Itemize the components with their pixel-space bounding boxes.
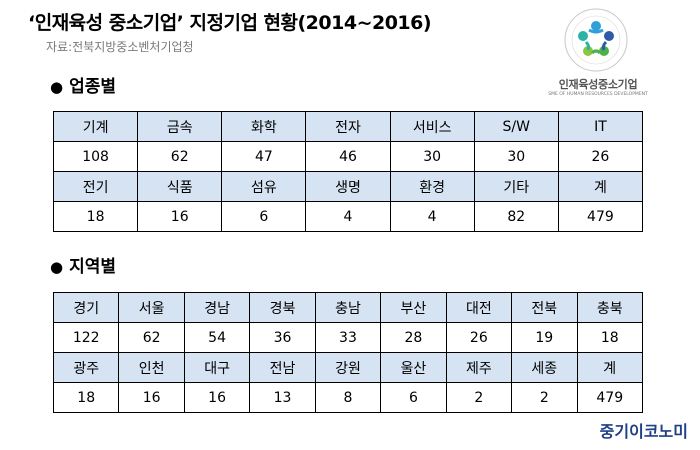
table-value-cell: 16 <box>137 201 223 232</box>
table-value-cell: 2 <box>445 382 513 413</box>
organization-logo: 인재육성중소기업 SME OF HUMAN RESOURCES DEVELOPM… <box>536 6 660 106</box>
table-value-cell: 62 <box>137 141 223 172</box>
bullet-icon: ● <box>50 78 64 96</box>
table-header-cell: 기타 <box>473 171 559 202</box>
table-header-cell: 서비스 <box>389 111 475 142</box>
table-value-cell: 26 <box>445 322 513 353</box>
section-label: 업종별 <box>69 77 117 97</box>
table-header-cell: 생명 <box>305 171 391 202</box>
industry-table: 기계 금속 화학 전자 서비스 S/W IT 108 62 47 46 30 30 26 전기 식품 섬유 생명 환… <box>52 111 644 232</box>
table-header-cell: 제주 <box>445 352 513 383</box>
table-header-cell: 전북 <box>511 292 578 323</box>
table-header-cell: 충북 <box>576 292 643 323</box>
section-label: 지역별 <box>69 257 117 277</box>
table-header-cell: 계 <box>576 352 643 383</box>
table-value-cell: 30 <box>473 141 559 172</box>
table-header-cell: 강원 <box>314 352 382 383</box>
table-header-cell: 경북 <box>249 292 316 323</box>
table-header-cell: 기계 <box>52 111 139 142</box>
table-header-cell: 금속 <box>137 111 223 142</box>
table-value-cell: 82 <box>473 201 559 232</box>
table-value-cell: 62 <box>118 322 185 353</box>
table-value-cell: 122 <box>52 322 120 353</box>
table-value-cell: 28 <box>380 322 447 353</box>
bullet-icon: ● <box>50 258 64 276</box>
table-value-cell: 26 <box>557 141 644 172</box>
table-header-row: 전기 식품 섬유 생명 환경 기타 계 <box>52 171 644 202</box>
table-value-cell: 2 <box>511 382 578 413</box>
section-heading-industry: ● 업종별 <box>50 72 116 97</box>
table-value-row: 108 62 47 46 30 30 26 <box>52 141 644 172</box>
page-title: ‘인재육성 중소기업’ 지정기업 현황(2014~2016) <box>28 12 432 34</box>
brand-watermark: 중기이코노미 <box>599 422 688 441</box>
region-table: 경기 서울 경남 경북 충남 부산 대전 전북 충북 122 62 54 36 33 28 26 19 18 광주 인… <box>52 292 643 413</box>
table-header-cell: 식품 <box>137 171 223 202</box>
table-value-cell: 13 <box>249 382 316 413</box>
table-header-cell: S/W <box>473 111 559 142</box>
table-value-cell: 46 <box>305 141 391 172</box>
table-header-row: 기계 금속 화학 전자 서비스 S/W IT <box>52 111 644 142</box>
table-value-cell: 19 <box>511 322 578 353</box>
table-value-cell: 54 <box>183 322 251 353</box>
table-value-cell: 18 <box>576 322 643 353</box>
logo-subtitle: SME OF HUMAN RESOURCES DEVELOPMENT <box>548 92 648 97</box>
source-note: 자료:전북지방중소벤처기업청 <box>46 40 194 54</box>
table-header-cell: 전기 <box>52 171 139 202</box>
table-header-cell: 부산 <box>380 292 447 323</box>
table-header-cell: 인천 <box>118 352 185 383</box>
table-header-cell: 경기 <box>52 292 120 323</box>
table-value-row: 18 16 6 4 4 82 479 <box>52 201 644 232</box>
table-value-cell: 47 <box>221 141 307 172</box>
logo-emblem-icon <box>564 8 628 72</box>
table-header-cell: 전남 <box>249 352 316 383</box>
table-value-cell: 18 <box>52 201 139 232</box>
table-header-cell: 계 <box>557 171 644 202</box>
table-value-cell: 18 <box>52 382 120 413</box>
table-header-cell: 울산 <box>380 352 447 383</box>
table-header-cell: 섬유 <box>221 171 307 202</box>
table-header-cell: 대구 <box>183 352 251 383</box>
table-value-cell: 4 <box>305 201 391 232</box>
table-value-cell: 8 <box>314 382 382 413</box>
table-header-cell: 서울 <box>118 292 185 323</box>
table-header-row: 광주 인천 대구 전남 강원 울산 제주 세종 계 <box>52 352 643 383</box>
table-header-cell: 광주 <box>52 352 120 383</box>
table-value-cell: 36 <box>249 322 316 353</box>
table-header-cell: IT <box>557 111 644 142</box>
table-value-cell: 16 <box>118 382 185 413</box>
table-value-cell: 30 <box>389 141 475 172</box>
table-value-cell: 479 <box>576 382 643 413</box>
table-value-cell: 6 <box>380 382 447 413</box>
table-header-cell: 충남 <box>314 292 382 323</box>
table-header-cell: 세종 <box>511 352 578 383</box>
table-header-row: 경기 서울 경남 경북 충남 부산 대전 전북 충북 <box>52 292 643 323</box>
table-value-cell: 4 <box>389 201 475 232</box>
table-value-cell: 33 <box>314 322 382 353</box>
table-header-cell: 화학 <box>221 111 307 142</box>
table-value-row: 122 62 54 36 33 28 26 19 18 <box>52 322 643 353</box>
table-value-cell: 479 <box>557 201 644 232</box>
table-value-cell: 16 <box>183 382 251 413</box>
section-heading-region: ● 지역별 <box>50 252 116 277</box>
table-header-cell: 환경 <box>389 171 475 202</box>
logo-name: 인재육성중소기업 <box>558 78 638 91</box>
table-header-cell: 대전 <box>445 292 513 323</box>
table-header-cell: 경남 <box>183 292 251 323</box>
table-header-cell: 전자 <box>305 111 391 142</box>
table-value-row: 18 16 16 13 8 6 2 2 479 <box>52 382 643 413</box>
table-value-cell: 108 <box>52 141 139 172</box>
table-value-cell: 6 <box>221 201 307 232</box>
